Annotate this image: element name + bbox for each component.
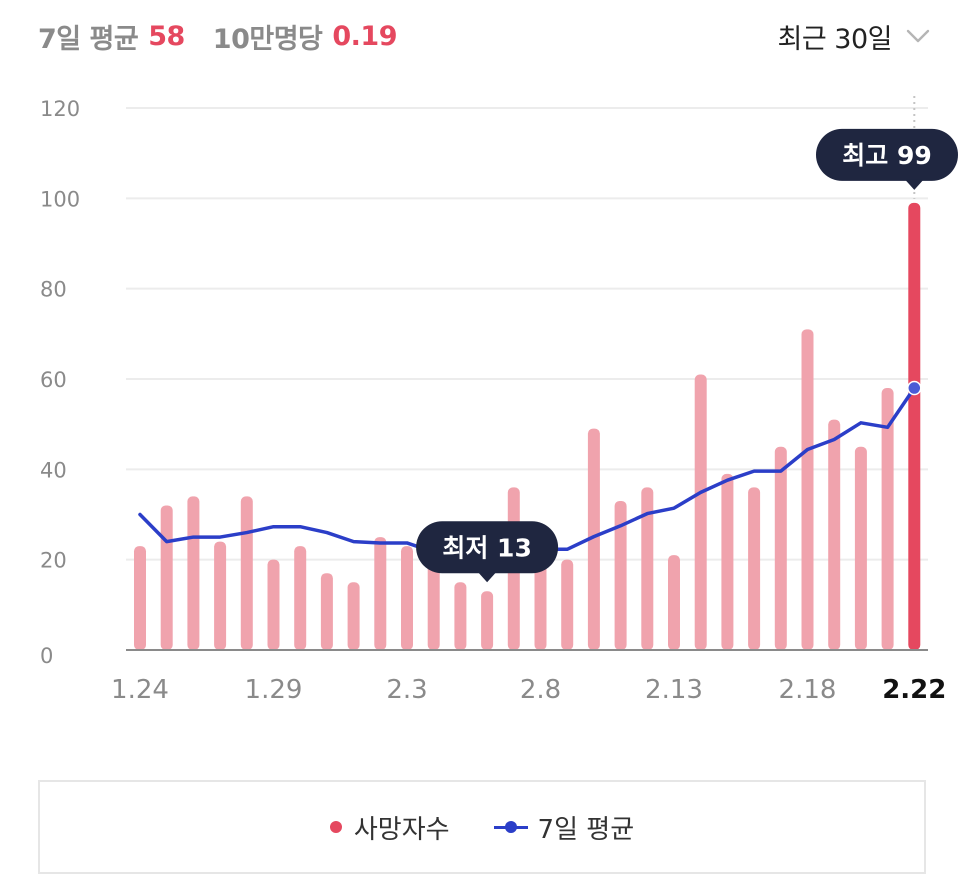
legend-label-avg: 7일 평균 [537,814,635,845]
tooltip-bubble [816,128,958,181]
chevron-down-icon [906,24,930,48]
y-tick-label: 120 [40,97,80,121]
per-100k-label: 10만명당 [212,23,323,55]
legend-line-icon [493,821,528,833]
bar [668,555,680,650]
bar [561,559,574,650]
bar [320,573,333,650]
x-tick-label: 2.13 [645,675,703,705]
period-label: 최근 30일 [777,23,893,55]
bar [240,496,253,650]
bar [694,374,707,650]
bar [481,591,494,650]
bar [774,446,787,650]
bar [347,582,360,650]
bar [641,487,654,650]
tooltip-pointer [905,179,924,190]
bar [614,500,627,650]
bar-highlight [908,202,921,650]
bar [374,537,387,650]
bar [134,546,146,650]
legend-label-deaths: 사망자수 [353,814,450,845]
bar [187,496,200,650]
legend-item-deaths[interactable]: 사망자수 [329,809,450,846]
per-100k-value: 0.19 [332,20,398,52]
y-tick-label: 0 [40,644,53,668]
bar [828,419,841,650]
tooltip-label: 최고 99 [842,141,932,170]
bar [267,559,280,650]
legend-dot-icon [329,821,342,833]
avg-label: 7일 평균 [38,23,139,55]
x-tick-label: 2.18 [779,675,837,705]
bar [294,546,307,650]
x-tick-label: 1.29 [245,675,303,705]
x-tick-label: 2.8 [520,675,561,705]
deaths-chart: 0 20 40 60 80 100 120 1.24 1.29 2.3 2.8 2.13 2.18 2.2… [40,96,958,705]
bar [801,329,814,650]
bar [427,550,440,650]
tooltip-label: 최저 13 [442,533,532,562]
y-tick-label: 100 [40,187,80,211]
tooltip-pointer [478,572,497,583]
tooltip: 최고 99 [816,128,958,190]
x-tick-label: 2.3 [386,675,427,705]
chart-legend: 사망자수 7일 평균 [38,780,926,874]
x-tick-label: 2.22 [882,675,946,705]
bar [401,546,413,650]
y-tick-label: 60 [40,368,67,392]
bar [748,487,761,650]
bar [587,428,600,650]
tooltip-bubble [416,521,559,574]
summary-stats: 7일 평균 58 10만명당 0.19 [38,14,398,58]
bar [881,388,894,650]
bar [160,505,173,650]
avg-endpoint [907,380,922,396]
y-tick-label: 20 [40,549,67,573]
tooltip: 최저 13 [416,521,559,583]
avg-value: 58 [148,20,185,52]
legend-item-avg[interactable]: 7일 평균 [493,809,635,846]
y-tick-label: 40 [40,458,67,482]
bar [454,582,467,650]
bar [721,473,734,650]
bar [214,541,227,650]
y-tick-label: 80 [40,278,67,302]
x-tick-label: 1.24 [111,675,169,705]
period-dropdown[interactable]: 최근 30일 [778,14,930,58]
bar [854,446,867,650]
